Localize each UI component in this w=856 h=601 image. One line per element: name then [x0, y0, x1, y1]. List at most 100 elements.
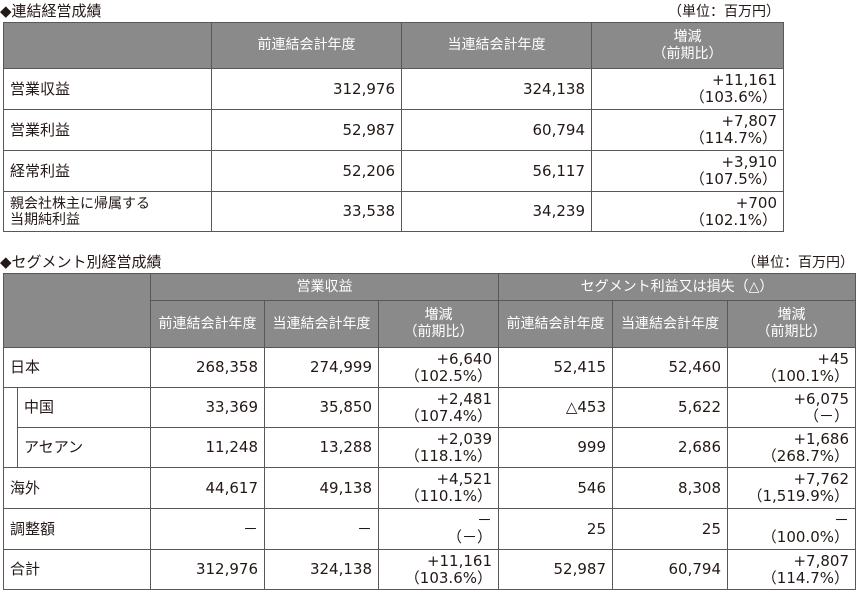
change-value: +45 [817, 349, 849, 368]
row-label: 中国 [17, 387, 151, 428]
ratio-value: （100.0%） [761, 528, 849, 546]
row-label: 営業利益 [3, 109, 212, 151]
row-label-line2: 当期純利益 [10, 211, 80, 228]
curr-value: 34,239 [401, 191, 592, 232]
ratio-value: （100.1%） [761, 366, 849, 385]
profit-change-cell: +6,075 （－） [727, 387, 856, 428]
header-curr-year: 当連結会計年度 [401, 22, 592, 69]
prev-value: 312,976 [211, 68, 402, 110]
indent-spacer [3, 387, 18, 468]
profit-curr: 5,622 [612, 387, 728, 428]
change-value: +6,640 [436, 349, 492, 368]
header-prev-year: 前連結会計年度 [150, 300, 265, 348]
change-value: +2,039 [436, 429, 492, 448]
row-label: 経常利益 [3, 150, 212, 192]
prev-value: 52,206 [211, 150, 402, 192]
revenue-prev: 33,369 [150, 387, 265, 428]
profit-change-cell: +45 （100.1%） [727, 347, 856, 388]
header-ratio-label: （前期比） [403, 324, 474, 340]
header-change-label: 増減 [777, 307, 806, 323]
row-label: 営業収益 [3, 68, 212, 110]
change-cell: +700 （102.1%） [591, 191, 784, 232]
section2-unit: （単位：百万円） [742, 255, 854, 271]
revenue-prev: － [150, 508, 265, 550]
revenue-change-cell: +4,521 （110.1%） [378, 467, 499, 509]
revenue-change-cell: － （－） [378, 508, 499, 550]
revenue-prev: 44,617 [150, 467, 265, 509]
header-ratio-label: （前期比） [652, 45, 723, 62]
profit-curr: 60,794 [612, 549, 728, 590]
ratio-value: （－） [446, 528, 492, 546]
revenue-curr: 13,288 [264, 427, 379, 468]
header-row: 前連結会計年度 当連結会計年度 増減 （前期比） [3, 22, 784, 69]
ratio-value: （107.5%） [689, 170, 777, 188]
header-change: 増減 （前期比） [727, 300, 856, 348]
row-label: アセアン [17, 427, 151, 468]
profit-curr: 52,460 [612, 347, 728, 388]
profit-change-cell: － （100.0%） [727, 508, 856, 550]
header-change-label: 増減 [424, 307, 453, 323]
change-value: +700 [735, 193, 777, 212]
header-change: 増減 （前期比） [378, 300, 499, 348]
revenue-curr: － [264, 508, 379, 550]
change-value: +11,161 [711, 71, 777, 89]
profit-prev: 52,415 [498, 347, 613, 388]
prev-value: 33,538 [211, 191, 402, 232]
header-blank-cell [3, 273, 151, 348]
table-row: 親会社株主に帰属する 当期純利益 33,538 34,239 +700 （102… [3, 191, 784, 232]
consolidated-results-table: 前連結会計年度 当連結会計年度 増減 （前期比） 営業収益 312,976 32… [3, 22, 784, 232]
revenue-curr: 274,999 [264, 347, 379, 388]
profit-curr: 25 [612, 508, 728, 550]
row-label: 調整額 [3, 508, 151, 550]
header-profit-group: セグメント利益又は損失（△） [498, 273, 856, 301]
section1-title: ◆連結経営成績 [0, 2, 102, 20]
ratio-value: （114.7%） [761, 568, 849, 587]
profit-change-cell: +7,762 （1,519.9%） [727, 467, 856, 509]
change-value: +7,807 [721, 112, 777, 130]
revenue-change-cell: +6,640 （102.5%） [378, 347, 499, 388]
row-label: 日本 [3, 347, 151, 388]
header-change-label: 増減 [673, 28, 702, 45]
change-value: +4,521 [436, 470, 492, 488]
ratio-value: （102.5%） [404, 366, 492, 385]
profit-change-cell: +1,686 （268.7%） [727, 427, 856, 468]
profit-change-cell: +7,807 （114.7%） [727, 549, 856, 590]
header-change: 増減 （前期比） [591, 22, 784, 69]
ratio-value: （118.1%） [404, 446, 492, 465]
change-value: +2,481 [436, 389, 492, 408]
row-label-line1: 親会社株主に帰属する [10, 195, 150, 212]
header-curr-year: 当連結会計年度 [612, 300, 728, 348]
header-prev-year: 前連結会計年度 [211, 22, 402, 69]
ratio-value: （107.4%） [404, 406, 492, 425]
change-value: +7,762 [793, 470, 849, 488]
row-label: 親会社株主に帰属する 当期純利益 [3, 191, 212, 232]
revenue-change-cell: +2,039 （118.1%） [378, 427, 499, 468]
revenue-prev: 11,248 [150, 427, 265, 468]
row-label: 海外 [3, 467, 151, 509]
table-row: 日本 268,358 274,999 +6,640 （102.5%） 52,41… [3, 347, 856, 388]
revenue-prev: 268,358 [150, 347, 265, 388]
revenue-curr: 35,850 [264, 387, 379, 428]
profit-curr: 8,308 [612, 467, 728, 509]
curr-value: 324,138 [401, 68, 592, 110]
change-cell: +11,161 （103.6%） [591, 68, 784, 110]
ratio-value: （114.7%） [689, 129, 777, 147]
prev-value: 52,987 [211, 109, 402, 151]
header-prev-year: 前連結会計年度 [498, 300, 613, 348]
revenue-curr: 324,138 [264, 549, 379, 590]
change-value: +3,910 [721, 153, 777, 171]
table-row: 海外 44,617 49,138 +4,521 （110.1%） 546 8,3… [3, 467, 856, 509]
ratio-value: （268.7%） [761, 446, 849, 465]
change-cell: +3,910 （107.5%） [591, 150, 784, 192]
ratio-value: （－） [803, 406, 849, 425]
table-row: アセアン 11,248 13,288 +2,039 （118.1%） 999 2… [4, 427, 856, 468]
ratio-value: （102.1%） [689, 210, 777, 229]
header-blank-cell [3, 22, 212, 69]
profit-prev: 52,987 [498, 549, 613, 590]
ratio-value: （1,519.9%） [747, 487, 849, 505]
profit-prev: 999 [498, 427, 613, 468]
profit-prev: △453 [498, 387, 613, 428]
sub-header-row: 前連結会計年度 当連結会計年度 増減 （前期比） 前連結会計年度 当連結会計年度… [4, 300, 856, 348]
profit-prev: 546 [498, 467, 613, 509]
change-cell: +7,807 （114.7%） [591, 109, 784, 151]
